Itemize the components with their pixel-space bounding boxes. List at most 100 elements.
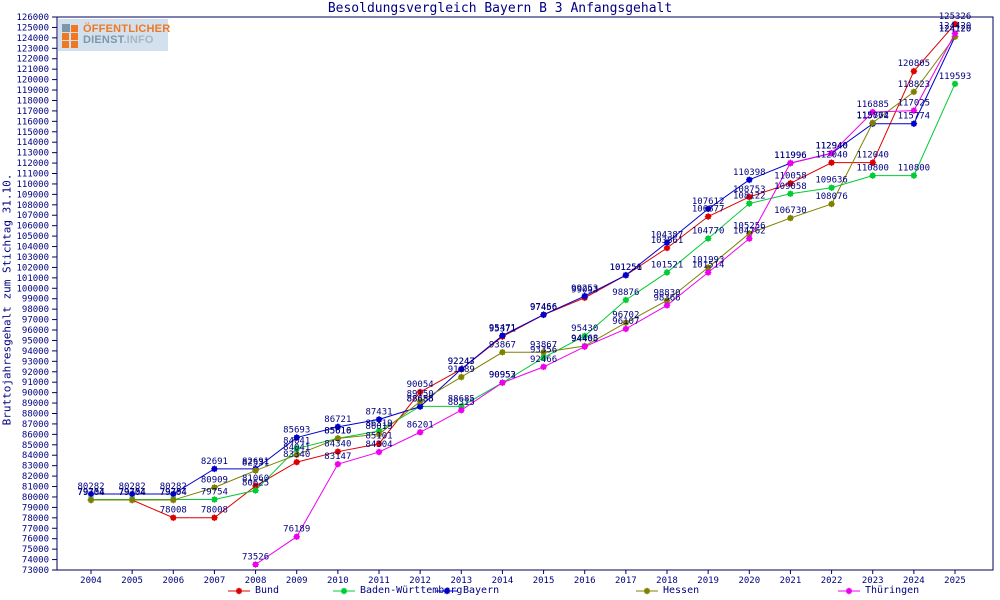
svg-text:2017: 2017 (615, 576, 637, 586)
data-point-bayern (128, 490, 136, 498)
svg-text:89000: 89000 (22, 399, 49, 409)
chart-title: Besoldungsvergleich Bayern B 3 Anfangsge… (327, 1, 673, 16)
svg-text:96107: 96107 (612, 317, 639, 327)
svg-text:85616: 85616 (324, 426, 351, 436)
data-point-bund (334, 448, 342, 456)
svg-text:86721: 86721 (324, 415, 351, 425)
data-point-thueringen (745, 235, 753, 243)
svg-text:86201: 86201 (407, 420, 434, 430)
svg-text:114000: 114000 (16, 138, 49, 148)
data-point-hessen (869, 119, 877, 127)
svg-text:2008: 2008 (245, 576, 267, 586)
svg-text:92466: 92466 (530, 355, 557, 365)
svg-text:88685: 88685 (407, 394, 434, 404)
logo-squares-icon (62, 23, 79, 48)
data-point-bayern (457, 365, 465, 373)
svg-text:104770: 104770 (692, 227, 725, 237)
svg-text:116885: 116885 (856, 100, 889, 110)
svg-text:112000: 112000 (16, 159, 49, 169)
svg-text:101521: 101521 (651, 260, 684, 270)
data-point-baden-wuerttemberg (786, 190, 794, 198)
svg-text:126000: 126000 (16, 13, 49, 23)
svg-text:110800: 110800 (898, 164, 931, 174)
legend-item-thueringen: Thüringen (838, 585, 919, 597)
svg-text:80282: 80282 (77, 482, 104, 492)
svg-text:75000: 75000 (22, 545, 49, 555)
data-point-baden-wuerttemberg (540, 354, 548, 362)
svg-text:2018: 2018 (656, 576, 678, 586)
legend-item-bund: Bund (228, 585, 279, 597)
data-point-thueringen (334, 460, 342, 468)
svg-text:83147: 83147 (324, 452, 351, 462)
data-point-hessen (210, 483, 218, 492)
svg-text:109636: 109636 (815, 176, 848, 186)
svg-text:92000: 92000 (22, 368, 49, 378)
svg-text:90953: 90953 (489, 371, 516, 381)
svg-text:82691: 82691 (201, 457, 228, 467)
data-point-bund (293, 458, 301, 466)
svg-text:2024: 2024 (903, 576, 925, 586)
legend-marker-icon (838, 587, 860, 595)
svg-text:91000: 91000 (22, 378, 49, 388)
data-point-thueringen (498, 379, 506, 387)
svg-text:79704: 79704 (77, 488, 104, 498)
svg-text:74000: 74000 (22, 556, 49, 566)
svg-text:124120: 124120 (939, 25, 972, 35)
data-point-bund (416, 388, 424, 396)
legend-item-hessen: Hessen (636, 585, 699, 597)
svg-text:99000: 99000 (22, 295, 49, 305)
svg-text:110800: 110800 (856, 164, 889, 174)
svg-text:86019: 86019 (365, 422, 392, 432)
svg-text:119593: 119593 (939, 72, 972, 82)
legend-label: Bayern (463, 585, 500, 596)
data-point-hessen (416, 397, 424, 406)
data-point-hessen (87, 496, 95, 504)
svg-text:110058: 110058 (774, 171, 807, 181)
svg-text:120000: 120000 (16, 76, 49, 86)
data-point-baden-wuerttemberg (581, 332, 589, 340)
data-point-thueringen (457, 406, 465, 414)
svg-text:102000: 102000 (16, 263, 49, 273)
data-point-thueringen (293, 533, 301, 541)
svg-text:101514: 101514 (692, 260, 725, 270)
plot-frame (56, 16, 994, 571)
svg-text:79754: 79754 (119, 488, 146, 498)
x-axis-ticks: 2004 2005 2006 2007 2008 2009 2010 2011 2012 2013… (80, 570, 966, 586)
svg-text:112040: 112040 (856, 151, 889, 161)
svg-text:111996: 111996 (774, 151, 807, 161)
data-point-thueringen (786, 159, 794, 167)
svg-text:88685: 88685 (448, 394, 475, 404)
svg-text:73526: 73526 (242, 553, 269, 563)
y-axis-ticks: 7300074000750007600077000780007900080000… (16, 13, 57, 576)
svg-text:80909: 80909 (201, 475, 228, 485)
svg-text:81060: 81060 (242, 474, 269, 484)
svg-text:2025: 2025 (944, 576, 966, 586)
svg-text:99253: 99253 (571, 284, 598, 294)
data-point-bayern (704, 205, 712, 213)
site-logo[interactable]: ÖFFENTLICHER DIENST.INFO (58, 19, 170, 51)
data-point-bayern (210, 465, 218, 473)
svg-text:85610: 85610 (324, 426, 351, 436)
svg-text:97466: 97466 (530, 303, 557, 313)
data-point-baden-wuerttemberg (828, 184, 836, 192)
data-point-hessen (663, 296, 671, 305)
data-point-hessen (128, 496, 136, 504)
data-point-bund (375, 440, 383, 448)
series-bayern (87, 33, 959, 498)
svg-text:98830: 98830 (653, 288, 680, 298)
data-point-bund (745, 193, 753, 201)
svg-text:79704: 79704 (119, 488, 146, 498)
series-line-bund (91, 23, 956, 519)
svg-text:79704: 79704 (160, 488, 187, 498)
svg-text:80000: 80000 (22, 493, 49, 503)
svg-text:103000: 103000 (16, 253, 49, 263)
svg-text:79754: 79754 (201, 488, 228, 498)
svg-text:98000: 98000 (22, 305, 49, 315)
svg-text:124420: 124420 (939, 21, 972, 31)
data-point-hessen (786, 214, 794, 222)
series-thueringen (252, 29, 959, 569)
svg-text:98876: 98876 (612, 288, 639, 298)
svg-text:80282: 80282 (119, 482, 146, 492)
svg-text:89150: 89150 (407, 389, 434, 399)
